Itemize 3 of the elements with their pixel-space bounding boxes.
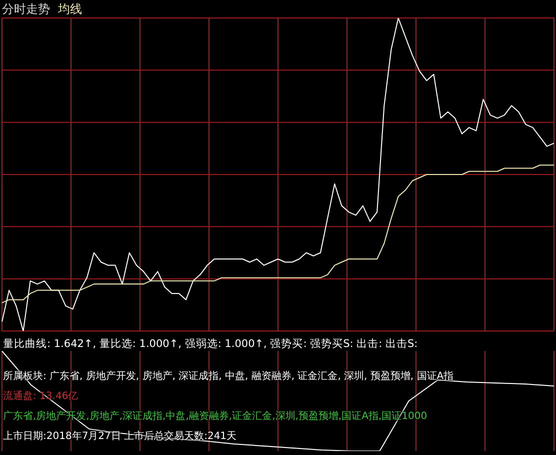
chart-title: 分时走势	[2, 1, 50, 18]
text: 量比曲线: 1.642↑, 量比选: 1.000↑, 强弱选: 1.000↑, 强势买: 强势买S: 出击: 出击S:	[3, 337, 418, 351]
text: 均线	[58, 1, 82, 18]
